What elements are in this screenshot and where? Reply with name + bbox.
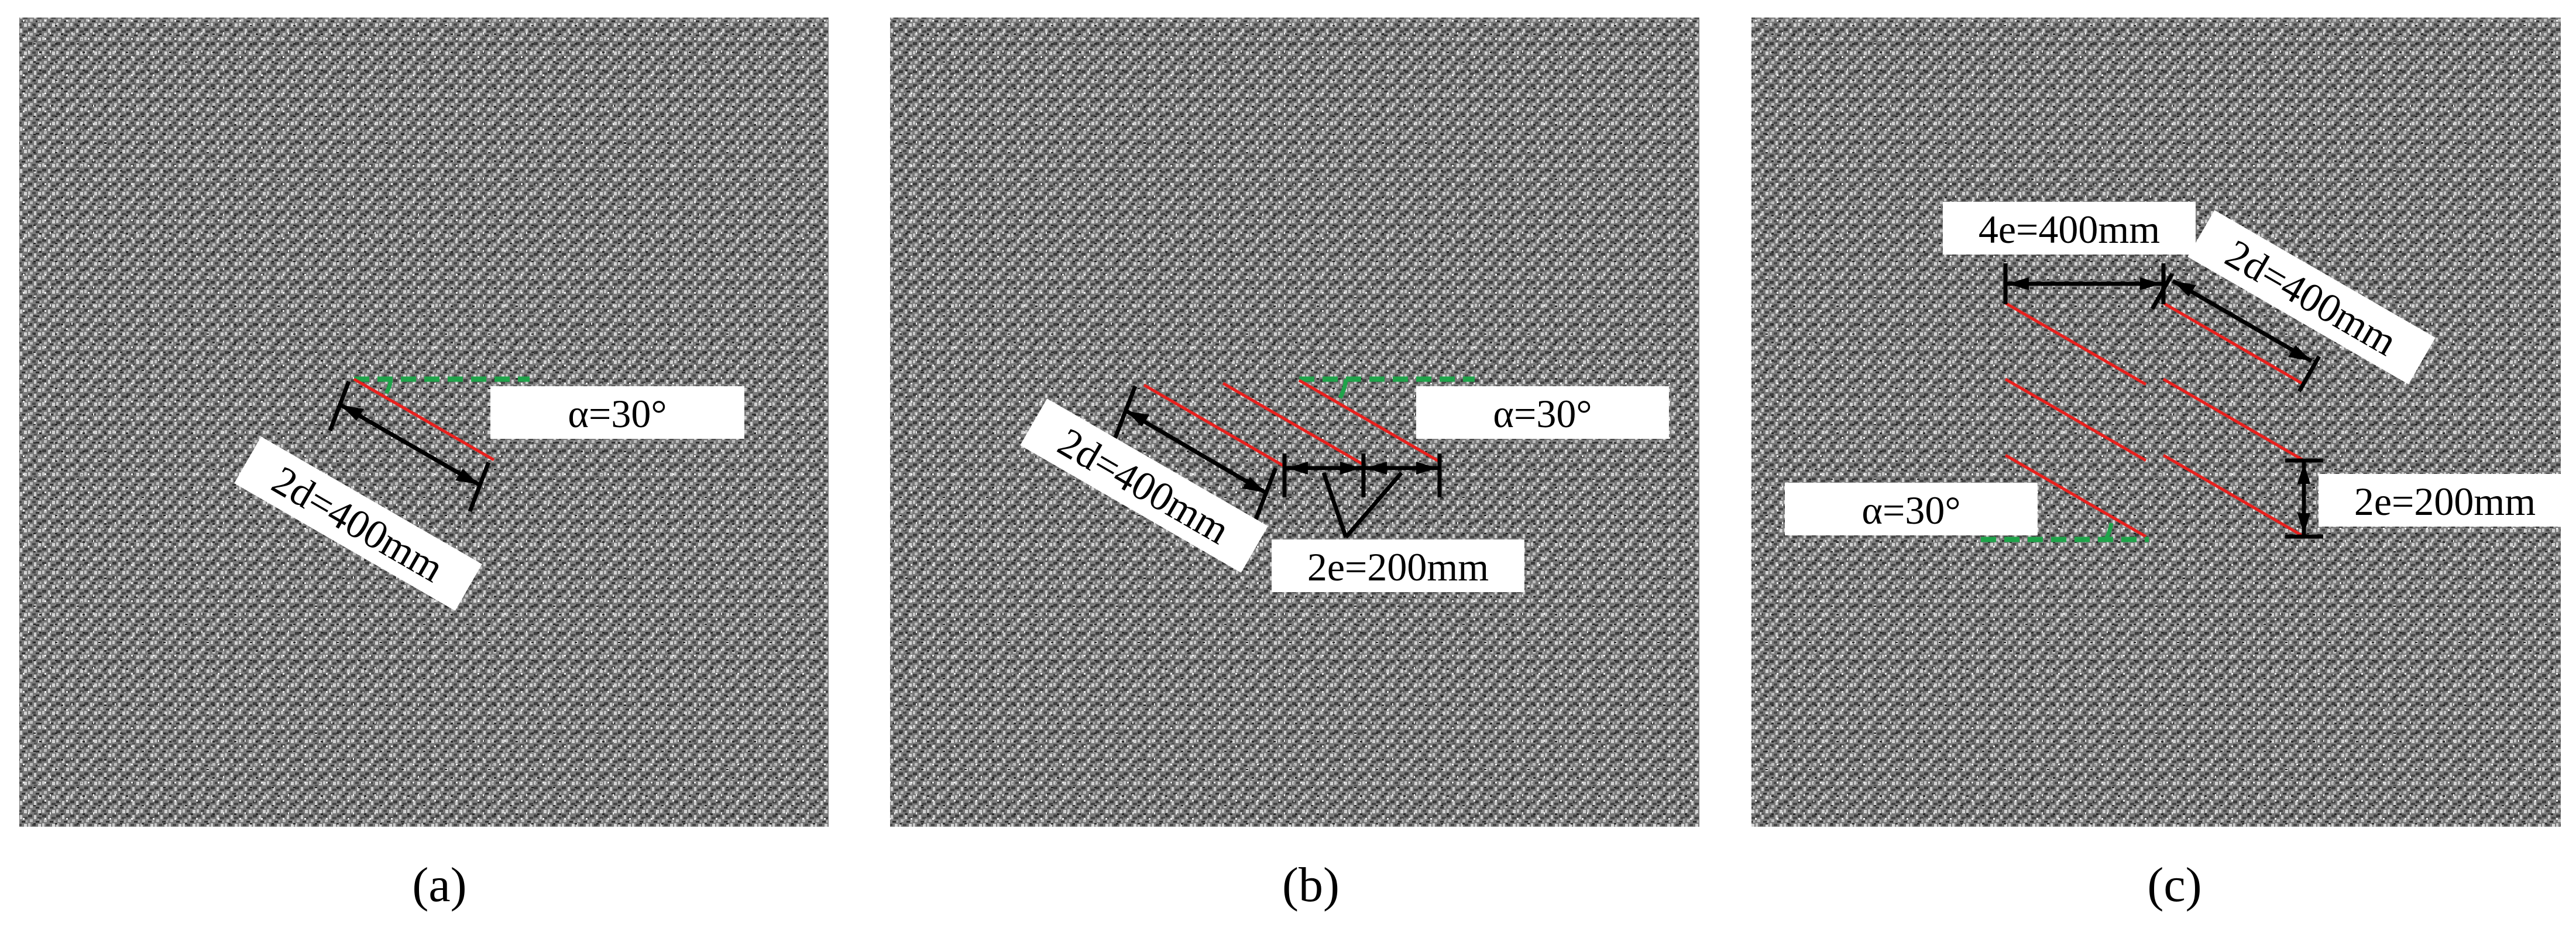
panel-a-length-dimension: [328, 380, 491, 513]
panel-a-angle-box: [490, 386, 744, 439]
panel-c-horizontal-dimension: [2003, 263, 2166, 304]
panel-b-crack-3: [1298, 379, 1441, 463]
panel-b-caption: (b): [1282, 858, 1339, 912]
panel-b-angle-label: α=30°: [1493, 391, 1592, 436]
panel-a-crack: [353, 377, 495, 462]
panel-c-angle-box: [1785, 483, 2038, 535]
panel-c-crack-4: [2162, 377, 2305, 462]
panel-b-spacing-dimension: [1282, 453, 1442, 539]
panel-c-angle-label: α=30°: [1861, 488, 1960, 532]
panel-c-crack-5: [2004, 453, 2147, 538]
panel-c-horizontal-spacing-box: [1943, 202, 2196, 255]
panel-c-crack-3: [2004, 377, 2147, 462]
panel-b-length-dimension: [1112, 385, 1278, 522]
panel-c-crack-1: [2004, 301, 2147, 386]
panel-c: 4e=400mm 2d=400mm 2e=200mm α=30° (c): [1751, 18, 2571, 912]
panel-b: α=30° 2d=400mm 2e=200mm (b): [890, 18, 1699, 912]
panel-c-specimen-texture: [1751, 18, 2561, 827]
panel-c-vertical-dimension: [2285, 458, 2323, 539]
panel-b-angle-box: [1416, 386, 1669, 439]
panel-c-length-dimension: [2150, 273, 2321, 393]
panel-c-crack-2: [2162, 301, 2305, 386]
panel-c-vertical-spacing-box: [2319, 474, 2571, 527]
panel-a: α=30° 2d=400mm (a): [19, 18, 829, 912]
panel-c-crack-6: [2162, 453, 2305, 538]
panel-c-caption: (c): [2147, 858, 2201, 912]
panel-b-crack-2: [1222, 381, 1365, 466]
panel-b-crack-1: [1143, 383, 1286, 468]
panel-a-caption: (a): [412, 858, 466, 912]
panel-c-angle-arc: [2103, 523, 2114, 541]
panel-c-vertical-spacing-label: 2e=200mm: [2354, 479, 2536, 524]
panel-a-angle-label: α=30°: [568, 391, 667, 436]
panel-b-spacing-label: 2e=200mm: [1307, 545, 1489, 589]
panel-b-angle-arc: [1338, 379, 1348, 399]
panel-c-horizontal-spacing-label: 4e=400mm: [1979, 207, 2160, 252]
panel-b-spacing-box: [1272, 539, 1524, 592]
panel-a-angle-arc: [384, 379, 393, 394]
